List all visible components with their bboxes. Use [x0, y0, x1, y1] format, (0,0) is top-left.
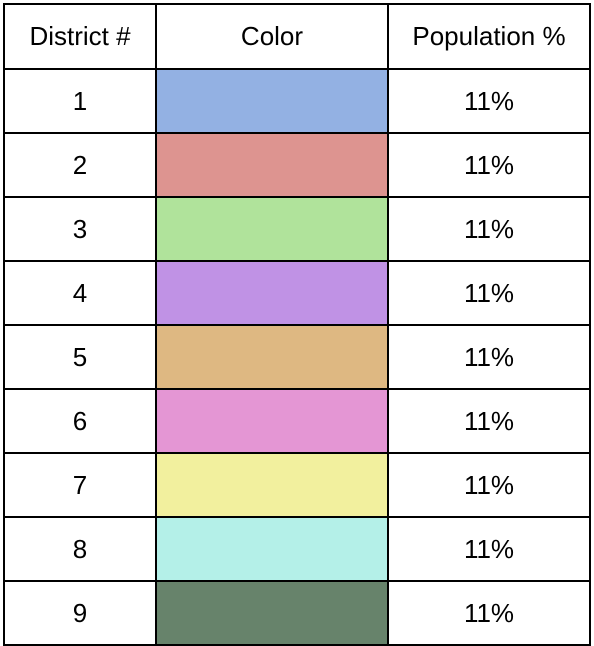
- table-row: 6 11%: [3, 388, 591, 454]
- color-swatch: [157, 326, 387, 388]
- table-row: 9 11%: [3, 580, 591, 646]
- color-swatch: [157, 262, 387, 324]
- header-population: Population %: [387, 3, 591, 70]
- population-percent-cell: 11%: [387, 388, 591, 454]
- color-cell: [155, 260, 389, 326]
- table-body: 1 11% 2 11% 3 11% 4 11% 5 11% 6 11% 7 11% 8 11% 9 11%: [3, 68, 591, 646]
- header-color: Color: [155, 3, 389, 70]
- table-row: 4 11%: [3, 260, 591, 326]
- color-swatch: [157, 134, 387, 196]
- table-row: 1 11%: [3, 68, 591, 134]
- district-number-cell: 7: [3, 452, 157, 518]
- table-row: 2 11%: [3, 132, 591, 198]
- color-cell: [155, 580, 389, 646]
- color-swatch: [157, 582, 387, 644]
- population-percent-cell: 11%: [387, 580, 591, 646]
- district-number-cell: 6: [3, 388, 157, 454]
- color-cell: [155, 68, 389, 134]
- population-percent-cell: 11%: [387, 196, 591, 262]
- table-row: 3 11%: [3, 196, 591, 262]
- color-cell: [155, 196, 389, 262]
- color-swatch: [157, 454, 387, 516]
- color-cell: [155, 516, 389, 582]
- district-number-cell: 4: [3, 260, 157, 326]
- color-swatch: [157, 198, 387, 260]
- population-percent-cell: 11%: [387, 68, 591, 134]
- population-percent-cell: 11%: [387, 132, 591, 198]
- population-percent-cell: 11%: [387, 516, 591, 582]
- table-row: 5 11%: [3, 324, 591, 390]
- population-percent-cell: 11%: [387, 260, 591, 326]
- district-number-cell: 1: [3, 68, 157, 134]
- color-cell: [155, 388, 389, 454]
- color-cell: [155, 452, 389, 518]
- district-number-cell: 3: [3, 196, 157, 262]
- color-swatch: [157, 70, 387, 132]
- color-cell: [155, 132, 389, 198]
- color-swatch: [157, 518, 387, 580]
- district-table: District # Color Population % 1 11% 2 11% 3 1…: [3, 3, 591, 646]
- population-percent-cell: 11%: [387, 452, 591, 518]
- table-row: 8 11%: [3, 516, 591, 582]
- population-percent-cell: 11%: [387, 324, 591, 390]
- color-swatch: [157, 390, 387, 452]
- district-number-cell: 9: [3, 580, 157, 646]
- table-row: 7 11%: [3, 452, 591, 518]
- district-number-cell: 8: [3, 516, 157, 582]
- header-row: District # Color Population %: [3, 3, 591, 70]
- district-number-cell: 2: [3, 132, 157, 198]
- header-district: District #: [3, 3, 157, 70]
- district-number-cell: 5: [3, 324, 157, 390]
- color-cell: [155, 324, 389, 390]
